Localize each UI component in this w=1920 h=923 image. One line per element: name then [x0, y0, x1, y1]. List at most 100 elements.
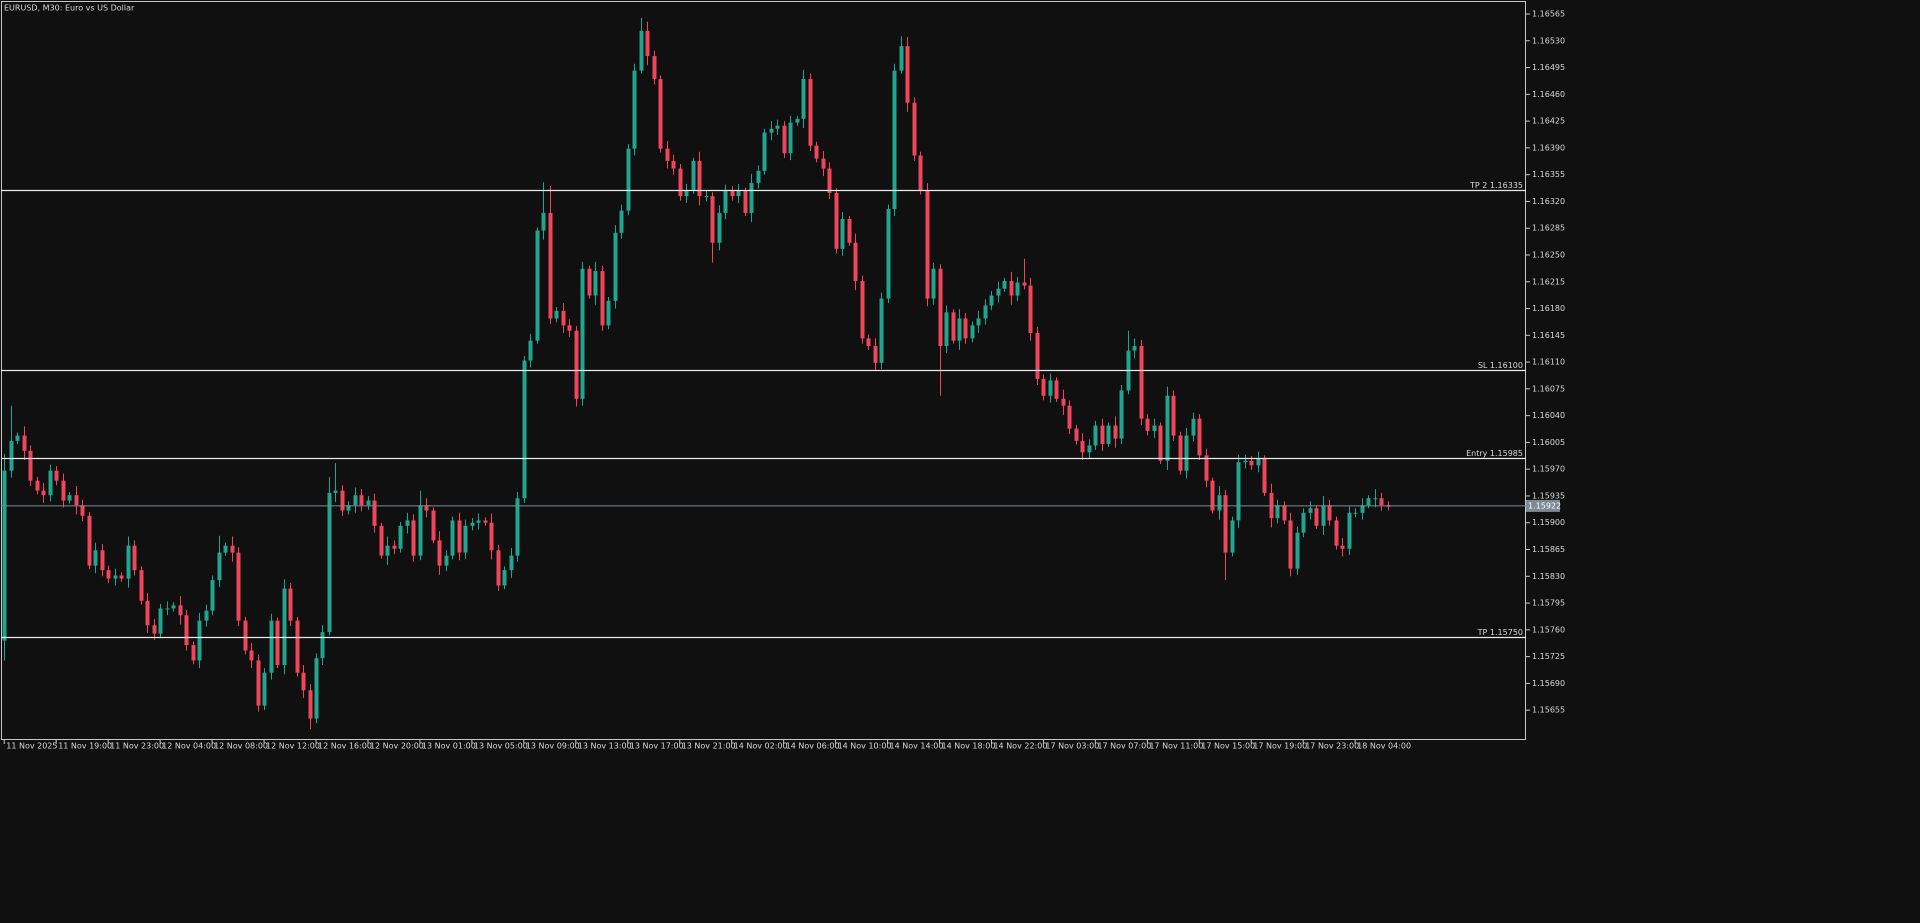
y-tick-label: 1.16145: [1532, 331, 1565, 340]
candle-body: [1243, 460, 1248, 463]
current-price-box: [1526, 499, 1560, 512]
candle-body: [158, 608, 163, 634]
y-tick-label: 1.16215: [1532, 277, 1565, 286]
candle-body: [392, 545, 397, 549]
candle-body: [119, 575, 124, 579]
candle-body: [223, 545, 228, 553]
x-tick-label: 11 Nov 2025: [6, 742, 57, 751]
candle-body: [613, 232, 618, 301]
candle-body: [1314, 508, 1319, 526]
candle-body: [314, 658, 319, 719]
x-tick-label: 14 Nov 14:00: [890, 742, 944, 751]
candle-body: [301, 672, 306, 691]
y-tick-label: 1.16565: [1532, 10, 1565, 19]
y-tick-label: 1.16530: [1532, 36, 1565, 45]
candle-body: [665, 148, 670, 161]
x-tick-label: 17 Nov 07:00: [1097, 742, 1151, 751]
candle-body: [1366, 498, 1371, 506]
candle-body: [262, 672, 267, 706]
candle-body: [834, 193, 839, 249]
x-tick-label: 17 Nov 11:00: [1149, 742, 1203, 751]
candle-body: [567, 325, 572, 331]
candle-body: [308, 690, 313, 719]
candle-body: [587, 268, 592, 296]
x-tick-label: 12 Nov 16:00: [318, 742, 372, 751]
candle-body: [1223, 495, 1228, 553]
candle-body: [1106, 425, 1111, 444]
candle-body: [892, 70, 897, 210]
candle-body: [353, 495, 358, 506]
candle-body: [405, 520, 410, 526]
candle-body: [1028, 285, 1033, 334]
candle-body: [652, 56, 657, 80]
candle-body: [1074, 428, 1079, 441]
candle-body: [372, 500, 377, 526]
candle-body: [1191, 418, 1196, 436]
candle-body: [444, 555, 449, 566]
candle-body: [522, 360, 527, 499]
candle-body: [541, 212, 546, 231]
candle-body: [983, 305, 988, 319]
candle-body: [756, 170, 761, 184]
candle-body: [54, 470, 59, 481]
candle-body: [1197, 418, 1202, 456]
candle-body: [145, 600, 150, 626]
candle-body: [470, 522, 475, 526]
candle-body: [912, 102, 917, 156]
candle-body: [710, 196, 715, 243]
candle-body: [918, 155, 923, 191]
candle-body: [626, 148, 631, 211]
y-tick-label: 1.15830: [1532, 572, 1565, 581]
candle-body: [632, 70, 637, 149]
y-tick-label: 1.15655: [1532, 706, 1565, 715]
candle-body: [256, 660, 261, 706]
candle-body: [1067, 405, 1072, 429]
candle-body: [847, 219, 852, 243]
x-tick-label: 13 Nov 05:00: [474, 742, 528, 751]
candle-body: [152, 625, 157, 634]
candle-body: [295, 620, 300, 673]
y-tick-label: 1.16040: [1532, 411, 1565, 420]
candle-body: [171, 605, 176, 609]
x-tick-label: 14 Nov 06:00: [786, 742, 840, 751]
candle-body: [236, 552, 241, 621]
candle-body: [1152, 425, 1157, 431]
candle-body: [165, 608, 170, 610]
candle-body: [22, 435, 27, 451]
candle-body: [580, 268, 585, 399]
candle-body: [736, 190, 741, 197]
level-label: TP 2 1.16335: [1469, 181, 1523, 190]
candle-body: [658, 79, 663, 149]
candle-body: [840, 219, 845, 249]
candle-body: [684, 190, 689, 197]
candle-body: [1334, 520, 1339, 546]
candle-body: [346, 505, 351, 511]
candle-body: [678, 168, 683, 197]
candle-body: [976, 318, 981, 326]
x-tick-label: 14 Nov 10:00: [838, 742, 892, 751]
candle-body: [1178, 435, 1183, 471]
candle-body: [691, 160, 696, 191]
candle-body: [1347, 512, 1352, 549]
candle-body: [333, 490, 338, 493]
candle-body: [886, 209, 891, 299]
level-label: SL 1.16100: [1478, 361, 1523, 370]
x-tick-label: 12 Nov 08:00: [214, 742, 268, 751]
candle-body: [989, 295, 994, 306]
candle-body: [1048, 380, 1053, 396]
candle-body: [61, 480, 66, 501]
level-label: Entry 1.15985: [1466, 449, 1523, 458]
candle-body: [574, 330, 579, 399]
x-tick-label: 18 Nov 04:00: [1357, 742, 1411, 751]
x-tick-label: 17 Nov 03:00: [1045, 742, 1099, 751]
candle-body: [1321, 505, 1326, 526]
candle-body: [496, 550, 501, 586]
candle-body: [327, 492, 332, 633]
candle-body: [1236, 462, 1241, 521]
candle-body: [944, 312, 949, 347]
candle-body: [795, 118, 800, 123]
candle-body: [1210, 480, 1215, 511]
x-tick-label: 17 Nov 23:00: [1305, 742, 1359, 751]
candle-body: [217, 552, 222, 581]
x-tick-label: 13 Nov 21:00: [682, 742, 736, 751]
